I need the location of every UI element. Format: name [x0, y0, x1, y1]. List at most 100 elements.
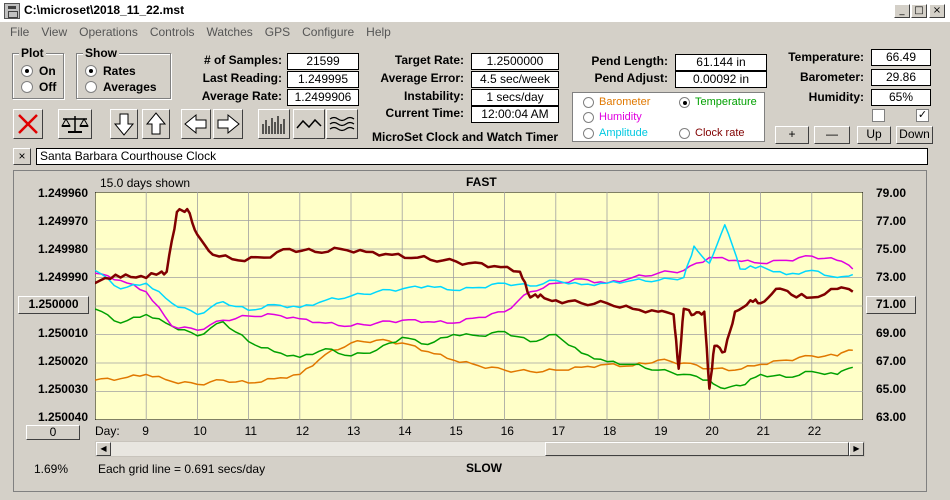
scale-up-button[interactable]: Up	[857, 126, 891, 144]
show-group: Show Rates Averages	[76, 46, 171, 99]
clear-button[interactable]	[13, 109, 43, 139]
env-checkbox-2[interactable]: ✓	[916, 109, 929, 122]
scale-plus-button[interactable]: +	[775, 126, 809, 144]
menu-configure[interactable]: Configure	[302, 25, 355, 39]
y-right-tick: 63.00	[875, 410, 907, 424]
show-averages-label: Averages	[103, 80, 157, 94]
menu-controls[interactable]: Controls	[149, 25, 195, 39]
menu-bar: File View Operations Controls Watches GPS Conf…	[0, 22, 950, 42]
scroll-left-arrow-icon[interactable]: ◀	[96, 442, 111, 456]
title-bar: C:\microset\2018_11_22.mst _ □ ×	[0, 0, 950, 22]
y-right-tick: 65.00	[875, 382, 907, 396]
instability-label: Instability:	[403, 89, 464, 103]
y-right-tick: 69.00	[875, 326, 907, 340]
y-left-tick: 1.249980	[37, 242, 88, 256]
chart-panel	[13, 170, 927, 492]
temperature-value: 66.49	[871, 49, 931, 66]
x-tick-label: 20	[705, 424, 719, 438]
temperature-radio[interactable]	[679, 97, 690, 108]
series-line-barometer	[95, 338, 853, 386]
scale-minus-button[interactable]: —	[814, 126, 850, 144]
x-tick-label: 22	[807, 424, 822, 438]
plot-off-radio[interactable]	[21, 81, 33, 93]
slow-label: SLOW	[466, 461, 502, 475]
x-tick-label: 11	[244, 424, 258, 438]
menu-operations[interactable]: Operations	[79, 25, 138, 39]
show-rates-radio[interactable]	[85, 65, 97, 77]
clock-name-field[interactable]: Santa Barbara Courthouse Clock	[36, 148, 928, 165]
scale-down-button[interactable]: Down	[896, 126, 933, 144]
x-tick-label: 13	[347, 424, 361, 438]
x-tick-label: 15	[449, 424, 463, 438]
chart-plot-area	[95, 192, 863, 420]
target-rate-label: Target Rate:	[394, 53, 464, 67]
scrollbar-thumb[interactable]	[545, 442, 849, 456]
average-error-value: 4.5 sec/week	[471, 71, 559, 88]
humidity-radio[interactable]	[583, 112, 594, 123]
series-line-amplitude	[95, 224, 854, 316]
show-averages-radio[interactable]	[85, 81, 97, 93]
barometer-value: 29.86	[871, 69, 931, 86]
menu-file[interactable]: File	[10, 25, 30, 39]
clock-rate-radio[interactable]	[679, 128, 690, 139]
window-title: C:\microset\2018_11_22.mst	[24, 3, 185, 17]
plot-on-label: On	[39, 64, 56, 78]
wave-icon	[296, 118, 322, 129]
y-left-tick: 1.250010	[37, 326, 88, 340]
days-shown-label: 15.0 days shown	[100, 176, 191, 190]
amplitude-radio[interactable]	[583, 128, 594, 139]
scroll-right-arrow-icon[interactable]: ▶	[849, 442, 864, 456]
close-window-button[interactable]: ×	[929, 4, 945, 18]
grid-note: Each grid line = 0.691 secs/day	[98, 462, 266, 476]
right-scale-button[interactable]: 71.00	[866, 296, 916, 314]
arrow-down-button[interactable]	[110, 109, 138, 139]
series-line-humidity	[95, 255, 854, 331]
samples-label: # of Samples:	[203, 53, 282, 67]
arrow-left-button[interactable]	[181, 109, 211, 139]
x-tick-label: 21	[756, 424, 770, 438]
show-group-title: Show	[83, 46, 119, 60]
x-tick-label: 9	[142, 424, 149, 438]
x-tick-label: 12	[295, 424, 310, 438]
env-checkbox-1[interactable]	[872, 109, 885, 122]
minimize-button[interactable]: _	[894, 4, 910, 18]
y-right-tick: 75.00	[875, 242, 907, 256]
menu-watches[interactable]: Watches	[206, 25, 253, 39]
barometer-option-label: Barometer	[599, 96, 651, 108]
x-tick-label: 10	[193, 424, 207, 438]
plot-group-title: Plot	[19, 46, 46, 60]
humidity-label: Humidity:	[808, 90, 864, 104]
pend-adjust-label: Pend Adjust:	[594, 71, 668, 85]
balance-button[interactable]	[58, 109, 92, 139]
multi-wave-button[interactable]	[326, 109, 358, 139]
clear-clock-name-button[interactable]: ×	[13, 148, 31, 165]
average-rate-value: 1.2499906	[287, 89, 359, 106]
barometer-radio[interactable]	[583, 97, 594, 108]
bar-graph-button[interactable]	[258, 109, 290, 139]
menu-gps[interactable]: GPS	[264, 25, 291, 39]
chart-grid	[95, 192, 863, 420]
x-tick-label: 16	[500, 424, 514, 438]
wave-button[interactable]	[293, 109, 325, 139]
temperature-option-label: Temperature	[695, 96, 757, 108]
left-scale-button[interactable]: 1.250000	[18, 296, 89, 314]
y-left-tick: 1.250020	[37, 354, 88, 368]
maximize-button[interactable]: □	[911, 4, 927, 18]
app-icon[interactable]	[4, 3, 20, 19]
arrow-down-icon	[113, 113, 135, 136]
arrow-up-button[interactable]	[142, 109, 170, 139]
plot-on-radio[interactable]	[21, 65, 33, 77]
bar-graph-icon	[262, 116, 285, 134]
y-left-tick: 1.249990	[37, 270, 88, 284]
samples-value: 21599	[287, 53, 359, 70]
plot-group: Plot On Off	[12, 46, 64, 99]
x-tick-label: 18	[603, 424, 617, 438]
humidity-value: 65%	[871, 89, 931, 106]
day-axis-label: Day:	[95, 424, 120, 438]
horizontal-scrollbar[interactable]: ◀ ▶	[95, 441, 865, 457]
arrow-right-button[interactable]	[213, 109, 243, 139]
zero-button[interactable]: 0	[26, 425, 80, 440]
menu-help[interactable]: Help	[366, 25, 391, 39]
trace-select-panel: Barometer Temperature Humidity Amplitude…	[572, 92, 765, 142]
menu-view[interactable]: View	[41, 25, 68, 39]
